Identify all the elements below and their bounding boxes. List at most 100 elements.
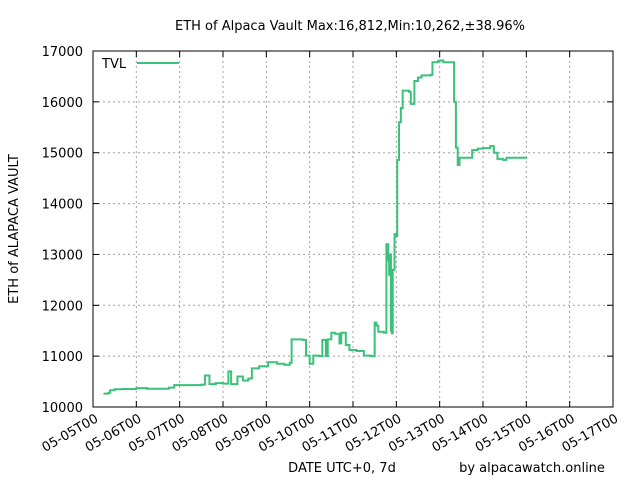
tvl-data-point [146, 388, 148, 390]
legend: TVL [101, 57, 179, 72]
tvl-data-point [363, 355, 365, 357]
tvl-data-point [402, 90, 404, 92]
y-tick-label: 17000 [42, 45, 83, 60]
tvl-data-point [408, 91, 410, 93]
tvl-data-point [236, 375, 239, 378]
tvl-data-point [421, 74, 423, 77]
tvl-data-point [301, 339, 304, 341]
tvl-data-point [325, 355, 327, 357]
tvl-data-point [390, 330, 392, 332]
tvl-data-point [327, 338, 329, 340]
x-axis-label: DATE UTC+0, 7d [288, 461, 396, 476]
y-tick-label: 15000 [42, 147, 83, 162]
tvl-data-point [471, 149, 473, 151]
tvl-data-point [455, 147, 457, 149]
tvl-data-point [135, 387, 137, 389]
tvl-data-point [439, 59, 441, 62]
tvl-data-point [345, 344, 347, 346]
plot-frame [92, 50, 614, 408]
tvl-data-point [457, 164, 459, 166]
tvl-data-point [200, 384, 202, 386]
tvl-data-point [387, 259, 389, 262]
axis-ticks: 10000 11000 12000 13000 14000 15000 16000 17000… [40, 45, 621, 456]
tvl-data-point [242, 379, 244, 382]
tvl-data-point [289, 362, 291, 364]
tvl-data-point [389, 253, 391, 256]
y-tick-label: 10000 [42, 401, 83, 416]
tvl-data-point [442, 61, 444, 63]
tvl-data-point [276, 363, 278, 365]
tvl-data-point [525, 156, 527, 158]
tvl-data-point [251, 367, 253, 369]
y-tick-label: 16000 [42, 96, 83, 111]
tvl-data-point [356, 350, 358, 352]
tvl-data-point [482, 147, 484, 149]
credit-text: by alpacawatch.online [459, 461, 605, 476]
legend-label-tvl: TVL [101, 57, 127, 72]
tvl-data-point [267, 361, 269, 363]
tvl-data-point [476, 148, 479, 150]
tvl-data-point [400, 107, 402, 109]
grid-lines [93, 51, 613, 407]
tvl-data-point [348, 349, 350, 351]
tvl-data-point [204, 374, 206, 377]
tvl-data-point [493, 152, 495, 154]
series-layer [103, 59, 528, 395]
tvl-data-point [222, 383, 224, 385]
tvl-data-point [247, 377, 249, 380]
tvl-data-point [449, 61, 452, 63]
tvl-data-point [258, 365, 260, 367]
tvl-data-point [377, 331, 379, 333]
tvl-data-point [291, 338, 293, 340]
tvl-data-point [107, 392, 109, 394]
tvl-data-point [338, 342, 341, 345]
tvl-data-point [431, 61, 434, 63]
tvl-data-point [458, 157, 461, 159]
tvl-data-point [334, 333, 336, 335]
tvl-data-point [489, 145, 491, 147]
tvl-data-point [318, 355, 320, 357]
tvl-data-point [305, 355, 307, 357]
tvl-data-point [417, 76, 419, 79]
tvl-data-point [496, 158, 499, 160]
tvl-data-point [121, 388, 123, 390]
tvl-data-point [109, 389, 111, 391]
tvl-data-point [168, 387, 170, 389]
y-tick-label: 13000 [42, 248, 83, 263]
y-tick-label: 14000 [42, 198, 83, 213]
tvl-data-point [215, 382, 217, 384]
tvl-data-point [413, 80, 415, 82]
tvl-data-point [505, 157, 508, 159]
tvl-data-point [230, 383, 232, 385]
tvl-data-point [391, 332, 393, 334]
chart-title: ETH of Alpaca Vault Max:16,812,Min:10,26… [175, 19, 525, 34]
tvl-data-point [114, 388, 116, 390]
tvl-data-point [392, 269, 394, 271]
tvl-data-point [321, 339, 323, 341]
tvl-data-point [374, 321, 376, 324]
series-line-tvl [103, 59, 528, 395]
tvl-data-point [208, 383, 211, 385]
tvl-data-point [103, 393, 105, 395]
tvl-data-point [393, 233, 396, 235]
tvl-data-point [340, 332, 342, 334]
tvl-data-point [430, 74, 432, 76]
tvl-data-point [437, 60, 439, 62]
tvl-data-point [398, 121, 400, 123]
tvl-data-point [312, 355, 314, 357]
tvl-data-point [227, 370, 230, 372]
tvl-data-point [330, 332, 332, 334]
y-tick-label: 11000 [42, 350, 83, 365]
tvl-data-point [283, 364, 285, 366]
tvl-data-point [396, 159, 398, 161]
y-axis-label: ETH of ALAPACA VAULT [7, 154, 22, 304]
y-tick-label: 12000 [42, 299, 83, 314]
tvl-data-point [453, 101, 455, 103]
tvl-data-point [173, 384, 175, 386]
tvl-data-point [383, 332, 385, 334]
tvl-data-point [375, 325, 378, 327]
tvl-data-point [395, 235, 397, 237]
tvl-data-point [410, 103, 412, 105]
tvl-data-point [385, 243, 387, 245]
